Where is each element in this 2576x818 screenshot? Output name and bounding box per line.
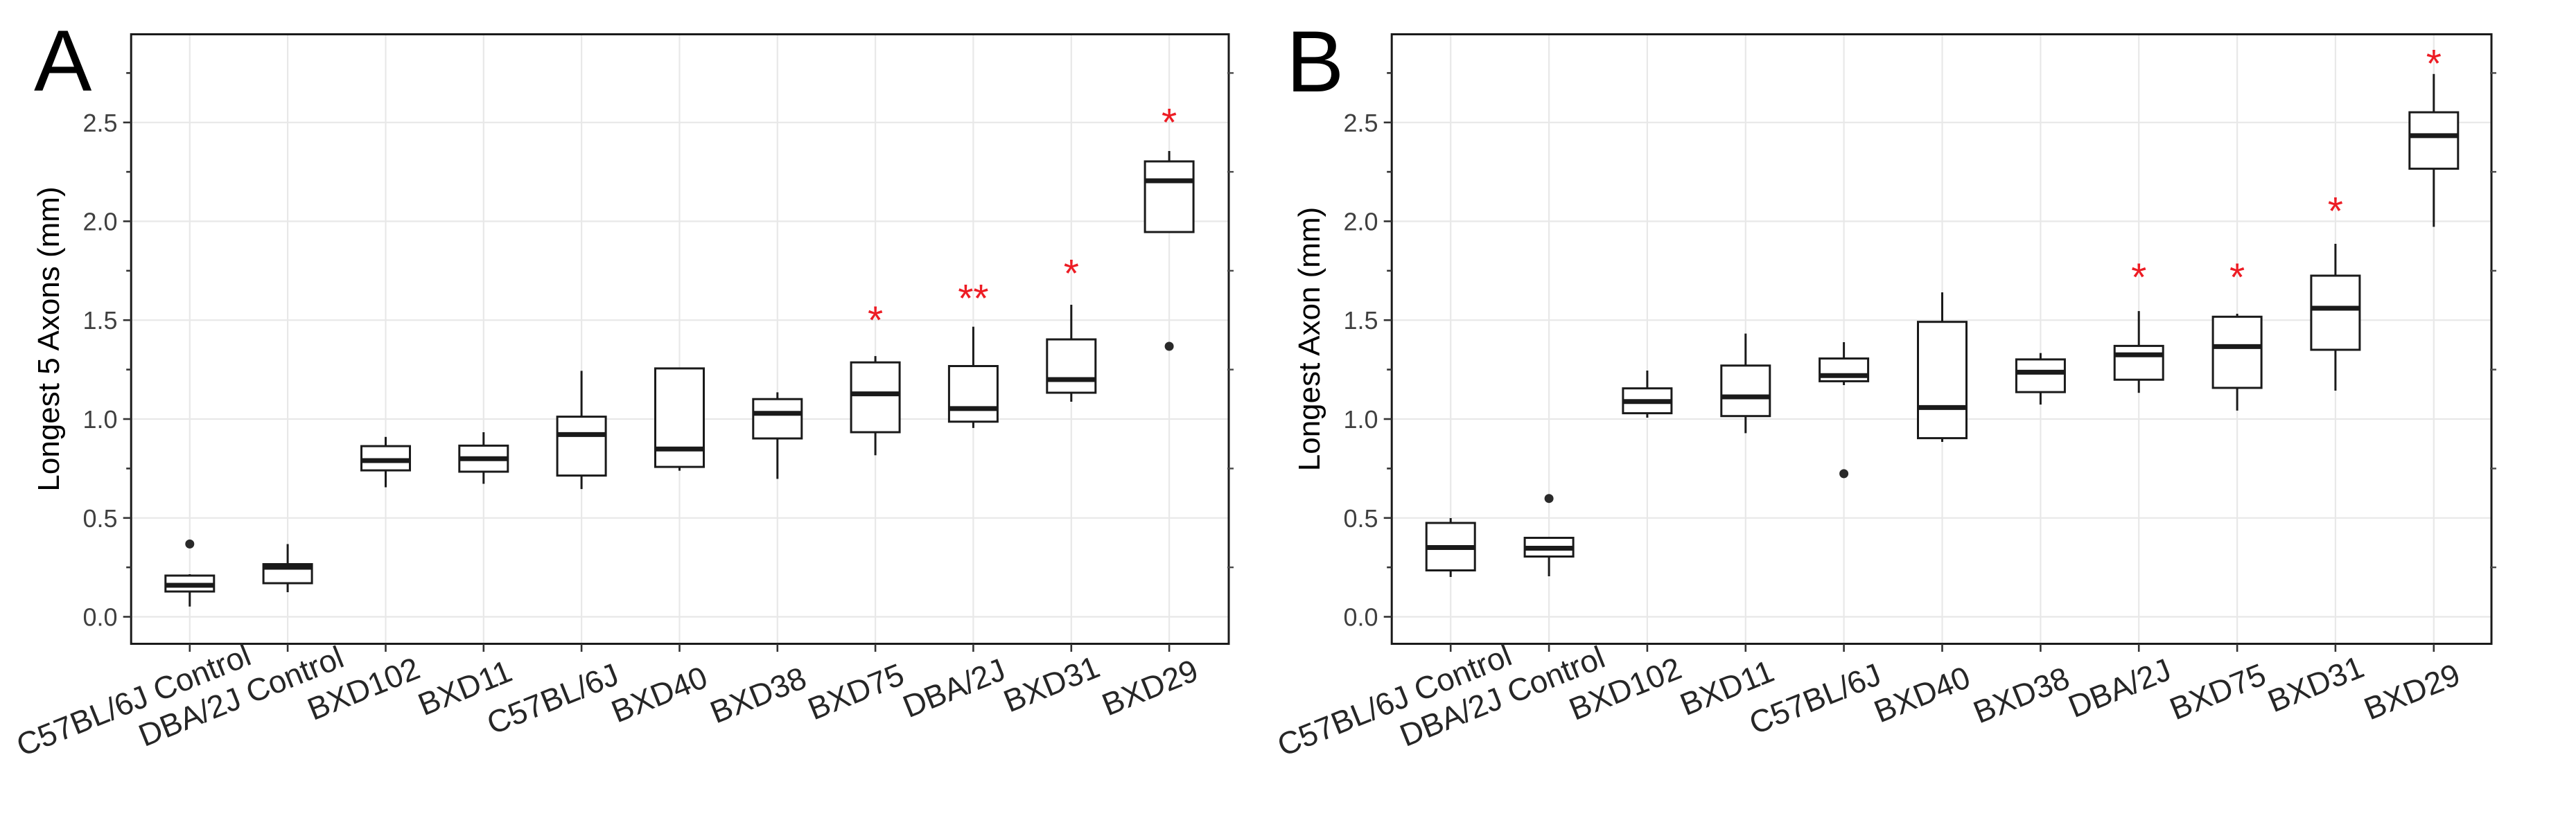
svg-text:0.5: 0.5 [1343, 504, 1378, 533]
svg-text:0.0: 0.0 [1343, 603, 1378, 632]
svg-text:Longest Axon (mm): Longest Axon (mm) [1293, 207, 1326, 472]
svg-text:*: * [2426, 42, 2442, 86]
svg-text:1.0: 1.0 [82, 405, 117, 434]
svg-text:2.5: 2.5 [82, 109, 117, 137]
svg-text:*: * [2328, 189, 2343, 233]
svg-text:**: ** [958, 276, 988, 321]
svg-text:A: A [34, 13, 92, 109]
svg-text:*: * [1162, 100, 1177, 145]
svg-text:*: * [868, 299, 883, 343]
svg-text:Longest 5 Axons (mm): Longest 5 Axons (mm) [32, 186, 66, 491]
svg-text:*: * [2131, 256, 2146, 300]
svg-text:0.0: 0.0 [82, 603, 117, 632]
svg-text:0.5: 0.5 [82, 504, 117, 533]
svg-text:2.0: 2.0 [1343, 208, 1378, 236]
svg-text:B: B [1286, 14, 1344, 110]
svg-text:*: * [1064, 251, 1079, 296]
svg-text:1.5: 1.5 [1343, 306, 1378, 335]
svg-text:1.0: 1.0 [1343, 405, 1378, 434]
svg-text:2.0: 2.0 [82, 208, 117, 236]
svg-text:1.5: 1.5 [82, 306, 117, 335]
svg-text:*: * [2229, 256, 2245, 300]
svg-text:2.5: 2.5 [1343, 109, 1378, 137]
